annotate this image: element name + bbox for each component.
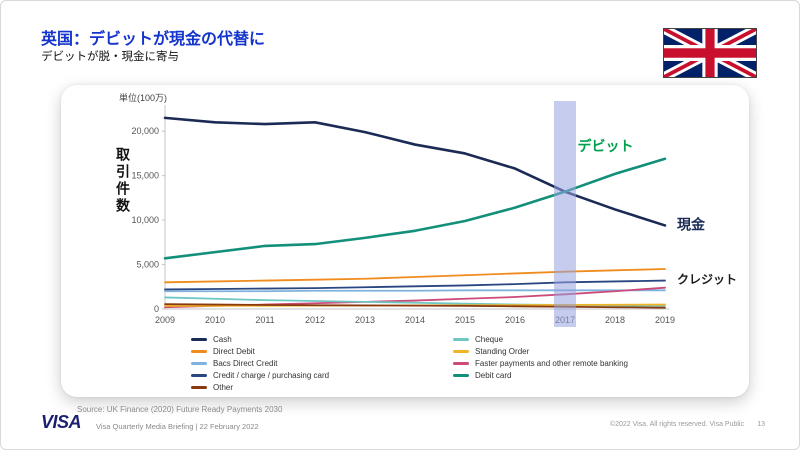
series-annotation: クレジット: [677, 273, 737, 287]
legend-item: Cheque: [453, 335, 628, 344]
legend-swatch: [191, 350, 207, 353]
legend-swatch: [191, 362, 207, 365]
x-tick-label: 2018: [605, 315, 625, 325]
legend-label: Faster payments and other remote banking: [475, 359, 628, 368]
legend-label: Credit / charge / purchasing card: [213, 371, 330, 380]
legend-swatch: [191, 338, 207, 341]
legend-item: Debit card: [453, 371, 628, 380]
legend-swatch: [453, 338, 469, 341]
series-line: [164, 268, 666, 284]
legend-swatch: [453, 362, 469, 365]
unit-label: 単位(100万): [119, 93, 168, 103]
x-tick-label: 2009: [155, 315, 175, 325]
x-tick-label: 2013: [355, 315, 375, 325]
legend-swatch: [453, 350, 469, 353]
chart-card: 単位(100万) 取引件数 0 5,000 10,000 15,000 20,000 20…: [61, 85, 749, 397]
legend-label: Cheque: [475, 335, 504, 344]
legend-label: Other: [213, 383, 234, 392]
legend-item: Cash: [191, 335, 453, 344]
series-line: [163, 157, 667, 260]
x-tick-label: 2014: [405, 315, 425, 325]
legend-swatch: [453, 374, 469, 377]
visa-logo: VISA: [41, 412, 82, 432]
series-line: [164, 289, 666, 293]
series-line: [163, 116, 667, 227]
legend-label: Cash: [213, 335, 232, 344]
footer-copyright: ©2022 Visa. All rights reserved. Visa Pu…: [609, 421, 744, 428]
series-annotation: デビット: [578, 138, 634, 154]
x-tick-label: 2012: [305, 315, 325, 325]
page-number: 13: [757, 421, 765, 428]
footer-briefing-text: Visa Quarterly Media Briefing | 22 Febru…: [96, 422, 259, 431]
legend-item: Direct Debit: [191, 347, 453, 356]
line-chart: 0 5,000 10,000 15,000 20,000 2009 2010 2011 2012…: [131, 101, 737, 327]
source-text: Source: UK Finance (2020) Future Ready P…: [77, 405, 283, 414]
x-tick-label: 2019: [655, 315, 675, 325]
y-tick-label: 0: [154, 304, 159, 314]
chart-legend: Cash Direct Debit Bacs Direct Credit Credit…: [191, 335, 628, 395]
y-tick-label: 5,000: [136, 260, 159, 270]
series-line: [164, 279, 666, 291]
legend-swatch: [191, 374, 207, 377]
legend-item: Credit / charge / purchasing card: [191, 371, 453, 380]
y-tick-label: 15,000: [131, 171, 159, 181]
series-line: [164, 303, 666, 309]
y-tick-label: 20,000: [131, 126, 159, 136]
legend-item: Standing Order: [453, 347, 628, 356]
legend-column-1: Cash Direct Debit Bacs Direct Credit Credit…: [191, 335, 453, 395]
y-axis-title: 取引件数: [115, 147, 131, 215]
x-tick-label: 2015: [455, 315, 475, 325]
page-title: 英国：デビットが現金の代替に: [41, 31, 266, 48]
legend-label: Standing Order: [475, 347, 530, 356]
y-tick-label: 10,000: [131, 215, 159, 225]
legend-swatch: [191, 386, 207, 389]
series-annotation: 現金: [677, 216, 706, 232]
highlight-band: [554, 101, 576, 327]
x-tick-label: 2011: [255, 315, 274, 325]
legend-item: Other: [191, 383, 453, 392]
uk-flag-icon: [663, 28, 757, 78]
page-subtitle: デビットが脱・現金に寄与: [41, 51, 179, 63]
x-tick-label: 2016: [505, 315, 525, 325]
legend-item: Faster payments and other remote banking: [453, 359, 628, 368]
legend-item: Bacs Direct Credit: [191, 359, 453, 368]
x-tick-label: 2010: [205, 315, 225, 325]
legend-label: Debit card: [475, 371, 512, 380]
legend-label: Bacs Direct Credit: [213, 359, 278, 368]
legend-label: Direct Debit: [213, 347, 255, 356]
legend-column-2: Cheque Standing Order Faster payments and …: [453, 335, 628, 395]
